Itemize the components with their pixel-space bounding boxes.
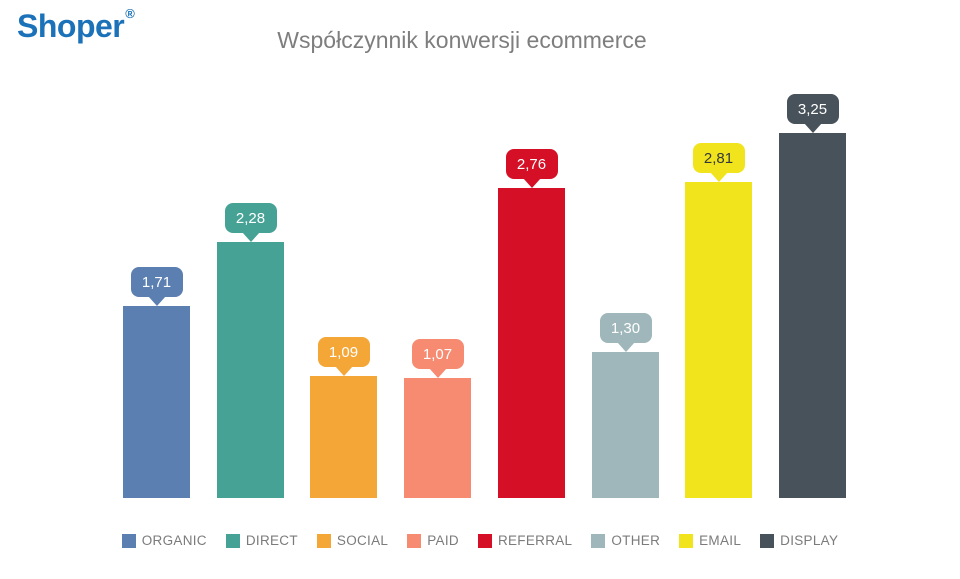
value-label-social: 1,09: [328, 343, 359, 361]
legend-swatch-direct: [225, 533, 240, 548]
legend-item-email: EMAIL: [679, 533, 741, 548]
callout-pointer-other: [616, 342, 635, 352]
callout-pointer-email: [709, 172, 728, 182]
value-callout-display: 3,25: [786, 94, 839, 133]
legend-label-referral: REFERRAL: [497, 533, 573, 548]
bar-direct: [217, 242, 284, 498]
registered-trademark-symbol: ®: [125, 6, 135, 21]
value-label-referral: 2,76: [516, 155, 547, 173]
value-callout-referral: 2,76: [505, 149, 558, 188]
callout-pointer-display: [803, 123, 822, 133]
legend-swatch-other: [591, 533, 606, 548]
legend-label-direct: DIRECT: [245, 533, 298, 548]
legend-item-display: DISPLAY: [760, 533, 838, 548]
bar-email: [685, 182, 752, 498]
legend-swatch-referral: [477, 533, 492, 548]
bar-group-email: 2,81: [685, 0, 752, 498]
value-label-direct: 2,28: [235, 209, 266, 227]
bar-referral: [498, 188, 565, 498]
value-label-organic: 1,71: [141, 273, 172, 291]
callout-pointer-direct: [241, 232, 260, 242]
bar-chart: 1,71 2,28 1,09 1,07 2,76 1,30 2,81 3,25: [123, 0, 846, 498]
legend-swatch-display: [760, 533, 775, 548]
legend-item-other: OTHER: [591, 533, 660, 548]
chart-title: Współczynnik konwersji ecommerce: [277, 27, 647, 53]
legend-swatch-social: [316, 533, 331, 548]
bar-group-paid: 1,07: [404, 0, 471, 498]
legend-swatch-paid: [407, 533, 422, 548]
bar-paid: [404, 378, 471, 498]
chart-legend: ORGANIC DIRECT SOCIAL PAID REFERRAL OTHER EMAI…: [0, 533, 960, 548]
value-callout-social: 1,09: [317, 337, 370, 376]
shoper-logo-text: Shoper: [17, 8, 125, 44]
value-label-display: 3,25: [797, 100, 828, 118]
bar-social: [310, 376, 377, 498]
legend-label-display: DISPLAY: [780, 533, 839, 548]
legend-swatch-email: [679, 533, 694, 548]
callout-pointer-social: [334, 366, 353, 376]
legend-label-organic: ORGANIC: [141, 533, 207, 548]
value-callout-other: 1,30: [599, 313, 652, 352]
bar-display: [779, 133, 846, 498]
legend-item-direct: DIRECT: [225, 533, 298, 548]
bar-group-display: 3,25: [779, 0, 846, 498]
value-label-paid: 1,07: [422, 345, 453, 363]
bar-group-social: 1,09: [310, 0, 377, 498]
legend-item-organic: ORGANIC: [121, 533, 207, 548]
callout-pointer-organic: [147, 296, 166, 306]
legend-swatch-organic: [121, 533, 136, 548]
legend-label-paid: PAID: [427, 533, 459, 548]
value-callout-direct: 2,28: [224, 203, 277, 242]
legend-item-referral: REFERRAL: [477, 533, 573, 548]
value-callout-organic: 1,71: [130, 267, 183, 306]
bar-organic: [123, 306, 190, 498]
bar-group-other: 1,30: [592, 0, 659, 498]
bar-group-direct: 2,28: [217, 0, 284, 498]
legend-item-social: SOCIAL: [316, 533, 389, 548]
legend-label-email: EMAIL: [699, 533, 742, 548]
value-label-email: 2,81: [703, 149, 734, 167]
legend-item-paid: PAID: [407, 533, 459, 548]
value-callout-email: 2,81: [692, 143, 745, 182]
shoper-logo: Shoper®: [17, 6, 135, 45]
value-label-other: 1,30: [610, 319, 641, 337]
bar-group-referral: 2,76: [498, 0, 565, 498]
legend-label-social: SOCIAL: [336, 533, 389, 548]
callout-pointer-referral: [522, 178, 541, 188]
bar-group-organic: 1,71: [123, 0, 190, 498]
bar-other: [592, 352, 659, 498]
value-callout-paid: 1,07: [411, 339, 464, 378]
legend-label-other: OTHER: [611, 533, 661, 548]
callout-pointer-paid: [428, 368, 447, 378]
